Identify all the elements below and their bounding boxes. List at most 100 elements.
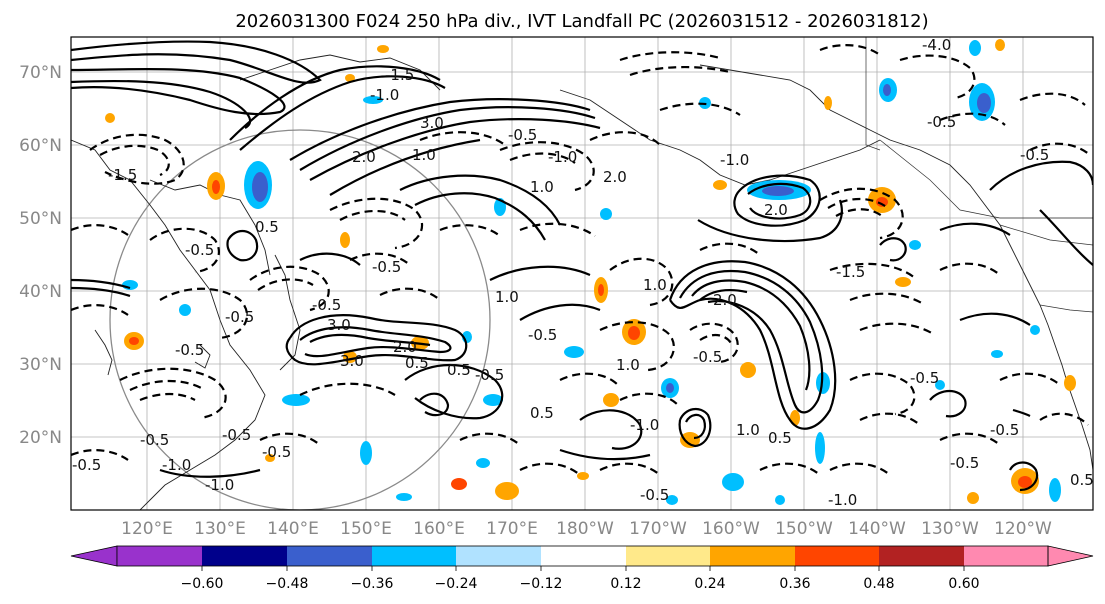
- contour-label: 2.0: [352, 148, 376, 166]
- contour-label: -0.5: [693, 348, 722, 366]
- colorbar-tick-label: −0.24: [435, 576, 478, 592]
- lat-label: 40°N: [19, 282, 62, 302]
- lat-label: 60°N: [19, 136, 62, 156]
- contour-label: -0.5: [528, 326, 557, 344]
- colorbar-segment: [879, 546, 964, 566]
- contour-label: -1.5: [108, 166, 137, 184]
- colorbar-under-arrow: [70, 545, 118, 567]
- colorbar-segment: [964, 546, 1048, 566]
- colorbar: −0.60 −0.48 −0.36 −0.24 −0.12 0.12 0.24 …: [70, 545, 1094, 592]
- contour-label: 3.0: [340, 352, 364, 370]
- negative-contours: [71, 44, 1091, 476]
- lat-label: 50°N: [19, 209, 62, 229]
- contour-label: -1.0: [370, 86, 399, 104]
- contour-label: 2.0: [713, 291, 737, 309]
- colorbar-tick-label: −0.60: [181, 576, 224, 592]
- contour-label: -1.0: [205, 476, 234, 494]
- contour-label: -4.0: [922, 36, 951, 54]
- contour-label: -0.5: [140, 431, 169, 449]
- colorbar-segment: [456, 546, 541, 566]
- landfall-region-circle: [109, 129, 491, 510]
- contour-label: 0.5: [447, 361, 471, 379]
- colorbar-segment: [795, 546, 879, 566]
- lat-label: 70°N: [19, 63, 62, 83]
- map-panel: -1.5 -0.5 -1.0 -0.5 -1.0 -0.5 -0.5 -0.5 …: [70, 36, 1094, 511]
- lon-label: 170°E: [486, 519, 538, 539]
- colorbar-ticks: [201, 566, 965, 571]
- contour-label: 1.0: [412, 146, 436, 164]
- contour-label: -1.0: [630, 416, 659, 434]
- contour-label: -1.5: [385, 66, 414, 84]
- contour-label: -0.5: [185, 241, 214, 259]
- lat-label: 30°N: [19, 355, 62, 375]
- colorbar-tick-label: 0.12: [610, 576, 641, 592]
- lon-label: 130°E: [194, 519, 246, 539]
- contour-label: -0.5: [950, 454, 979, 472]
- contour-label: 2.0: [603, 168, 627, 186]
- colorbar-tick-label: −0.12: [520, 576, 563, 592]
- contour-label: 0.5: [1070, 471, 1094, 489]
- lon-label: 160°E: [413, 519, 465, 539]
- political-borders: [865, 37, 1093, 313]
- contour-label: -0.5: [910, 369, 939, 387]
- contour-label: -0.5: [262, 443, 291, 461]
- contour-label: -0.5: [225, 308, 254, 326]
- colorbar-segment: [372, 546, 456, 566]
- colorbar-segment: [287, 546, 372, 566]
- colorbar-tick-label: 0.60: [948, 576, 979, 592]
- colorbar-frame: [116, 545, 1049, 567]
- colorbar-segment: [710, 546, 795, 566]
- colorbar-tick-label: −0.48: [266, 576, 309, 592]
- longitude-labels: 120°E 130°E 140°E 150°E 160°E 170°E 180°…: [121, 519, 1052, 539]
- colorbar-tick-label: −0.36: [351, 576, 394, 592]
- contour-label: -0.5: [990, 421, 1019, 439]
- colorbar-segment: [541, 546, 626, 566]
- contour-label: -0.5: [927, 113, 956, 131]
- lon-label: 120°W: [994, 519, 1052, 539]
- contour-label: 1.0: [736, 421, 760, 439]
- contour-label: -0.5: [175, 341, 204, 359]
- lon-label: 120°E: [121, 519, 173, 539]
- contour-label: -0.5: [222, 426, 251, 444]
- contour-label: 0.5: [530, 404, 554, 422]
- contour-label: 0.5: [768, 429, 792, 447]
- contour-label: -0.5: [640, 486, 669, 504]
- lon-label: 140°E: [267, 519, 319, 539]
- contour-label: 2.0: [393, 338, 417, 356]
- lon-label: 150°W: [775, 519, 833, 539]
- contour-label: 1.0: [643, 276, 667, 294]
- colorbar-segment: [626, 546, 710, 566]
- contour-label: 3.0: [327, 316, 351, 334]
- lon-label: 140°W: [848, 519, 906, 539]
- colorbar-tick-label: 0.24: [694, 576, 725, 592]
- lon-label: 180°W: [556, 519, 614, 539]
- contour-label: -0.5: [372, 258, 401, 276]
- contour-label: -1.0: [162, 456, 191, 474]
- contour-label: -1.0: [548, 148, 577, 166]
- colorbar-tick-label: 0.48: [863, 576, 894, 592]
- contour-label: 3.0: [420, 114, 444, 132]
- contour-label: -0.5: [72, 456, 101, 474]
- contour-label-group: -1.5 -0.5 -1.0 -0.5 -1.0 -0.5 -0.5 -0.5 …: [72, 36, 1094, 509]
- contour-label: -1.0: [720, 151, 749, 169]
- chart-title: 2026031300 F024 250 hPa div., IVT Landfa…: [235, 11, 928, 32]
- lon-label: 170°W: [629, 519, 687, 539]
- latitude-labels: 70°N 60°N 50°N 40°N 30°N 20°N: [19, 63, 62, 448]
- contour-label: -0.5: [475, 366, 504, 384]
- contour-label: 2.0: [764, 201, 788, 219]
- map-background: [71, 37, 1093, 510]
- contour-label: -1.5: [836, 263, 865, 281]
- lon-label: 130°W: [921, 519, 979, 539]
- contour-label: -0.5: [312, 296, 341, 314]
- contour-label: 0.5: [405, 354, 429, 372]
- contour-label: 1.0: [495, 288, 519, 306]
- contour-label: -0.5: [1020, 146, 1049, 164]
- lon-label: 160°W: [702, 519, 760, 539]
- map-frame: [70, 36, 1094, 511]
- colorbar-tick-label: 0.36: [779, 576, 810, 592]
- contour-label: -1.0: [828, 491, 857, 509]
- colorbar-segment: [117, 546, 202, 566]
- contour-label: 0.5: [255, 218, 279, 236]
- colorbar-segment: [202, 546, 287, 566]
